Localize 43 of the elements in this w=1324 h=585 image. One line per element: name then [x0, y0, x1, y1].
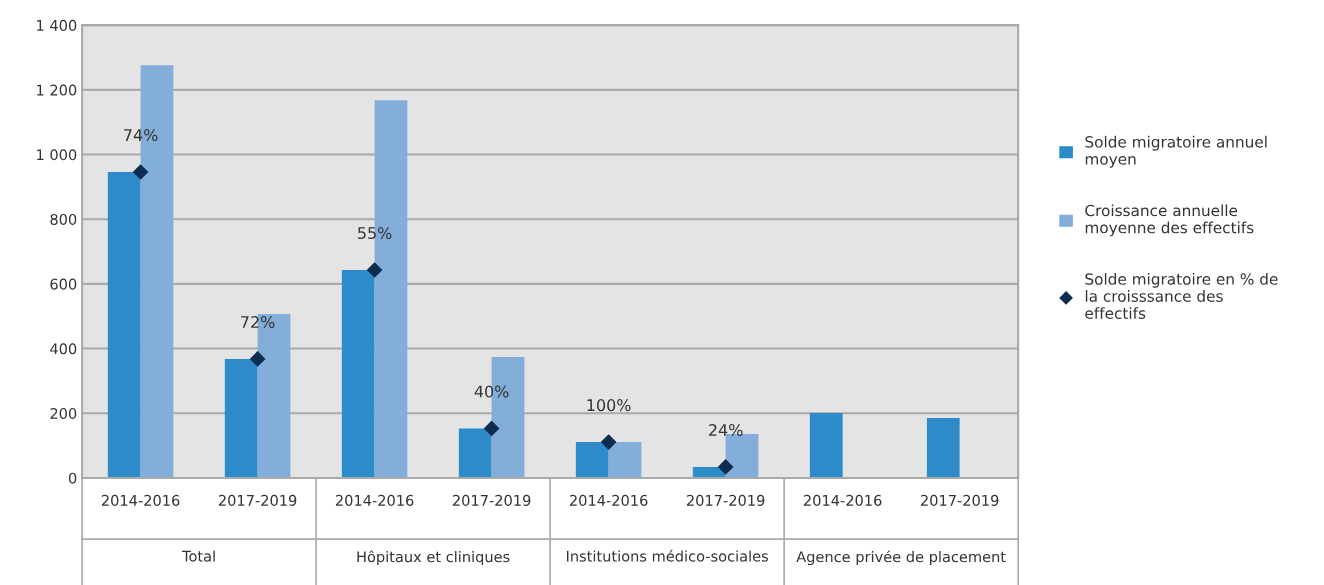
y-tick-label: 0	[68, 472, 77, 484]
point	[250, 351, 266, 367]
annotation: 24%	[709, 423, 743, 437]
annotation: 100%	[587, 399, 631, 412]
y-tick-label: 800	[50, 213, 77, 225]
x-tick-label: 2017-2019	[920, 494, 999, 506]
x-tick-label: 2014-2016	[101, 494, 180, 506]
y-tick-label: 1 400	[37, 19, 77, 31]
bar	[926, 418, 960, 478]
point	[601, 434, 617, 450]
x-tick-label: 2017-2019	[452, 494, 531, 506]
bar	[575, 442, 609, 478]
annotation: 74%	[124, 129, 158, 142]
text: Agence privée de placement	[796, 550, 1006, 566]
y-tick-label: 400	[50, 343, 77, 355]
point	[484, 420, 500, 437]
point	[367, 262, 383, 278]
x-tick-label: 2017-2019	[686, 494, 765, 506]
x-tick-label: 2014-2016	[569, 494, 648, 506]
x-tick-label: 2014-2016	[803, 494, 882, 506]
bar	[458, 428, 492, 478]
legend-label: Solde migratoire annuel moyen	[1085, 135, 1267, 168]
y-tick-label: 1 000	[37, 149, 77, 161]
legend-label: Solde migratoire en % de la croisssance des effectifs	[1085, 272, 1278, 320]
annotation: 72%	[241, 315, 275, 329]
point	[133, 164, 149, 180]
x-tick-label: 2017-2019	[218, 494, 297, 506]
y-tick-label: 1 200	[37, 84, 77, 96]
y-tick-label: 600	[50, 278, 77, 290]
text: Total	[182, 550, 215, 562]
annotation: 40%	[474, 385, 509, 398]
text: Institutions médico-sociales	[566, 549, 768, 562]
annotation: 55%	[358, 227, 392, 240]
bar	[608, 442, 642, 478]
y-tick-label: 200	[50, 407, 77, 420]
text: Hôpitaux et cliniques	[357, 550, 510, 566]
bar	[224, 358, 258, 478]
bar	[107, 171, 141, 478]
x-tick-label: 2014-2016	[335, 494, 414, 506]
point	[718, 459, 734, 475]
legend-label: Croissance annuelle moyenne des effectifs	[1085, 204, 1254, 237]
bar	[341, 269, 375, 478]
bar	[809, 412, 843, 478]
